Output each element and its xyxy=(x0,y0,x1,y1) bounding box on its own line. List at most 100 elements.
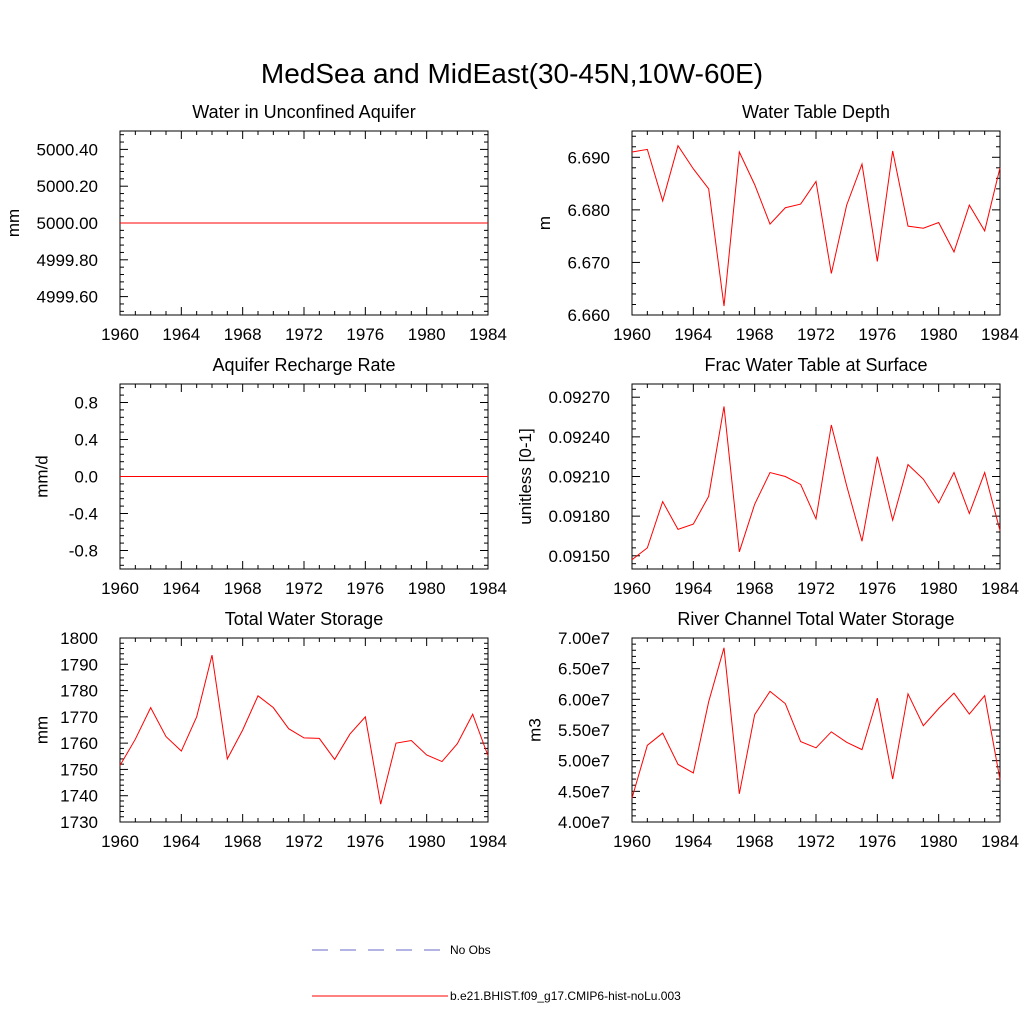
y-tick-label: -0.4 xyxy=(69,505,98,524)
y-tick-label: 0.8 xyxy=(74,394,98,413)
x-tick-label: 1968 xyxy=(224,832,262,851)
x-tick-label: 1980 xyxy=(408,832,446,851)
x-tick-label: 1964 xyxy=(674,579,712,598)
panel-river-channel-total-water-storage: River Channel Total Water Storage 1960 196… xyxy=(525,609,1019,851)
y-tick-label: -0.8 xyxy=(69,542,98,561)
x-tick-label: 1976 xyxy=(858,832,896,851)
x-tick-label: 1984 xyxy=(469,579,507,598)
legend-label-model: b.e21.BHIST.f09_g17.CMIP6-hist-noLu.003 xyxy=(450,989,681,1003)
x-tick-label: 1960 xyxy=(101,325,139,344)
panel-total-water-storage: Total Water Storage 1960 1964 1968 1972 1976 1… xyxy=(33,609,507,851)
legend: No Obs b.e21.BHIST.f09_g17.CMIP6-hist-no… xyxy=(312,943,681,1003)
x-tick-label: 1968 xyxy=(736,325,774,344)
x-tick-label: 1972 xyxy=(797,579,835,598)
y-axis-label: mm xyxy=(4,209,23,237)
x-tick-label: 1976 xyxy=(858,325,896,344)
x-tick-label: 1968 xyxy=(736,579,774,598)
y-tick-label: 5000.00 xyxy=(37,214,98,233)
y-tick-label: 4999.60 xyxy=(37,288,98,307)
x-tick-label: 1968 xyxy=(224,325,262,344)
y-tick-label: 0.09270 xyxy=(549,388,610,407)
panel-title: Total Water Storage xyxy=(225,609,383,629)
y-tick-label: 6.50e7 xyxy=(558,660,610,679)
x-tick-label: 1960 xyxy=(101,579,139,598)
series-line xyxy=(631,406,1001,561)
panel-water-table-depth: Water Table Depth 1960 1964 1968 1972 1976 198… xyxy=(535,102,1019,344)
y-tick-label: 0.09240 xyxy=(549,428,610,447)
x-tick-label: 1976 xyxy=(346,832,384,851)
panel-title: Frac Water Table at Surface xyxy=(704,355,927,375)
y-tick-label: 1750 xyxy=(60,760,98,779)
panel-aquifer-recharge-rate: Aquifer Recharge Rate 1960 1964 1968 1972 197… xyxy=(33,355,507,598)
x-tick-label: 1960 xyxy=(613,325,651,344)
y-tick-label: 6.660 xyxy=(567,306,610,325)
x-tick-label: 1984 xyxy=(469,832,507,851)
y-tick-label: 5000.40 xyxy=(37,140,98,159)
x-tick-label: 1960 xyxy=(101,832,139,851)
panel-title: Water in Unconfined Aquifer xyxy=(192,102,415,122)
x-tick-label: 1972 xyxy=(285,832,323,851)
series-line xyxy=(119,654,489,805)
y-tick-label: 6.00e7 xyxy=(558,690,610,709)
x-tick-label: 1980 xyxy=(920,832,958,851)
x-tick-label: 1980 xyxy=(920,325,958,344)
plot-frame xyxy=(631,130,1001,316)
y-axis-label: mm/d xyxy=(33,455,52,498)
x-tick-label: 1964 xyxy=(162,832,200,851)
x-tick-label: 1972 xyxy=(285,579,323,598)
y-tick-label: 5000.20 xyxy=(37,177,98,196)
legend-label-no-obs: No Obs xyxy=(450,943,491,957)
x-tick-label: 1968 xyxy=(224,579,262,598)
y-tick-label: 1780 xyxy=(60,682,98,701)
x-tick-label: 1976 xyxy=(346,579,384,598)
x-tick-label: 1972 xyxy=(797,832,835,851)
plot-frame xyxy=(119,637,489,823)
x-tick-label: 1976 xyxy=(858,579,896,598)
y-tick-label: 0.4 xyxy=(74,431,98,450)
panel-water-in-unconfined-aquifer: Water in Unconfined Aquifer 1960 1964 1968 1… xyxy=(4,102,507,344)
x-tick-label: 1972 xyxy=(285,325,323,344)
y-tick-label: 4.50e7 xyxy=(558,782,610,801)
y-tick-label: 1740 xyxy=(60,787,98,806)
y-axis-label: m xyxy=(535,216,554,230)
y-tick-label: 0.09210 xyxy=(549,468,610,487)
y-tick-label: 6.690 xyxy=(567,148,610,167)
y-tick-label: 0.09150 xyxy=(549,547,610,566)
y-axis-label: unitless [0-1] xyxy=(516,428,535,524)
x-tick-label: 1960 xyxy=(613,579,651,598)
y-tick-label: 1770 xyxy=(60,708,98,727)
figure-title: MedSea and MidEast(30-45N,10W-60E) xyxy=(261,58,763,89)
y-tick-label: 5.50e7 xyxy=(558,721,610,740)
y-tick-label: 7.00e7 xyxy=(558,629,610,648)
y-tick-label: 0.0 xyxy=(74,468,98,487)
panel-title: Aquifer Recharge Rate xyxy=(212,355,395,375)
x-tick-label: 1964 xyxy=(162,325,200,344)
y-tick-label: 6.670 xyxy=(567,253,610,272)
x-tick-label: 1972 xyxy=(797,325,835,344)
y-tick-label: 4.00e7 xyxy=(558,813,610,832)
panel-title: Water Table Depth xyxy=(742,102,890,122)
x-tick-label: 1976 xyxy=(346,325,384,344)
y-tick-label: 1790 xyxy=(60,655,98,674)
y-axis-label: m3 xyxy=(525,718,544,742)
x-tick-label: 1964 xyxy=(674,325,712,344)
series-line xyxy=(631,647,1001,799)
x-tick-label: 1984 xyxy=(469,325,507,344)
plot-frame xyxy=(631,637,1001,823)
y-tick-label: 5.00e7 xyxy=(558,752,610,771)
x-tick-label: 1964 xyxy=(674,832,712,851)
x-tick-label: 1980 xyxy=(920,579,958,598)
y-axis-label: mm xyxy=(33,716,52,744)
x-tick-label: 1984 xyxy=(981,325,1019,344)
x-tick-label: 1980 xyxy=(408,579,446,598)
x-tick-label: 1984 xyxy=(981,832,1019,851)
plot-frame xyxy=(631,383,1001,570)
y-tick-label: 4999.80 xyxy=(37,251,98,270)
y-tick-label: 1730 xyxy=(60,813,98,832)
x-tick-label: 1964 xyxy=(162,579,200,598)
x-tick-label: 1984 xyxy=(981,579,1019,598)
panels: Water in Unconfined Aquifer 1960 1964 1968 1… xyxy=(4,102,1019,851)
y-tick-label: 1800 xyxy=(60,629,98,648)
y-tick-label: 6.680 xyxy=(567,201,610,220)
